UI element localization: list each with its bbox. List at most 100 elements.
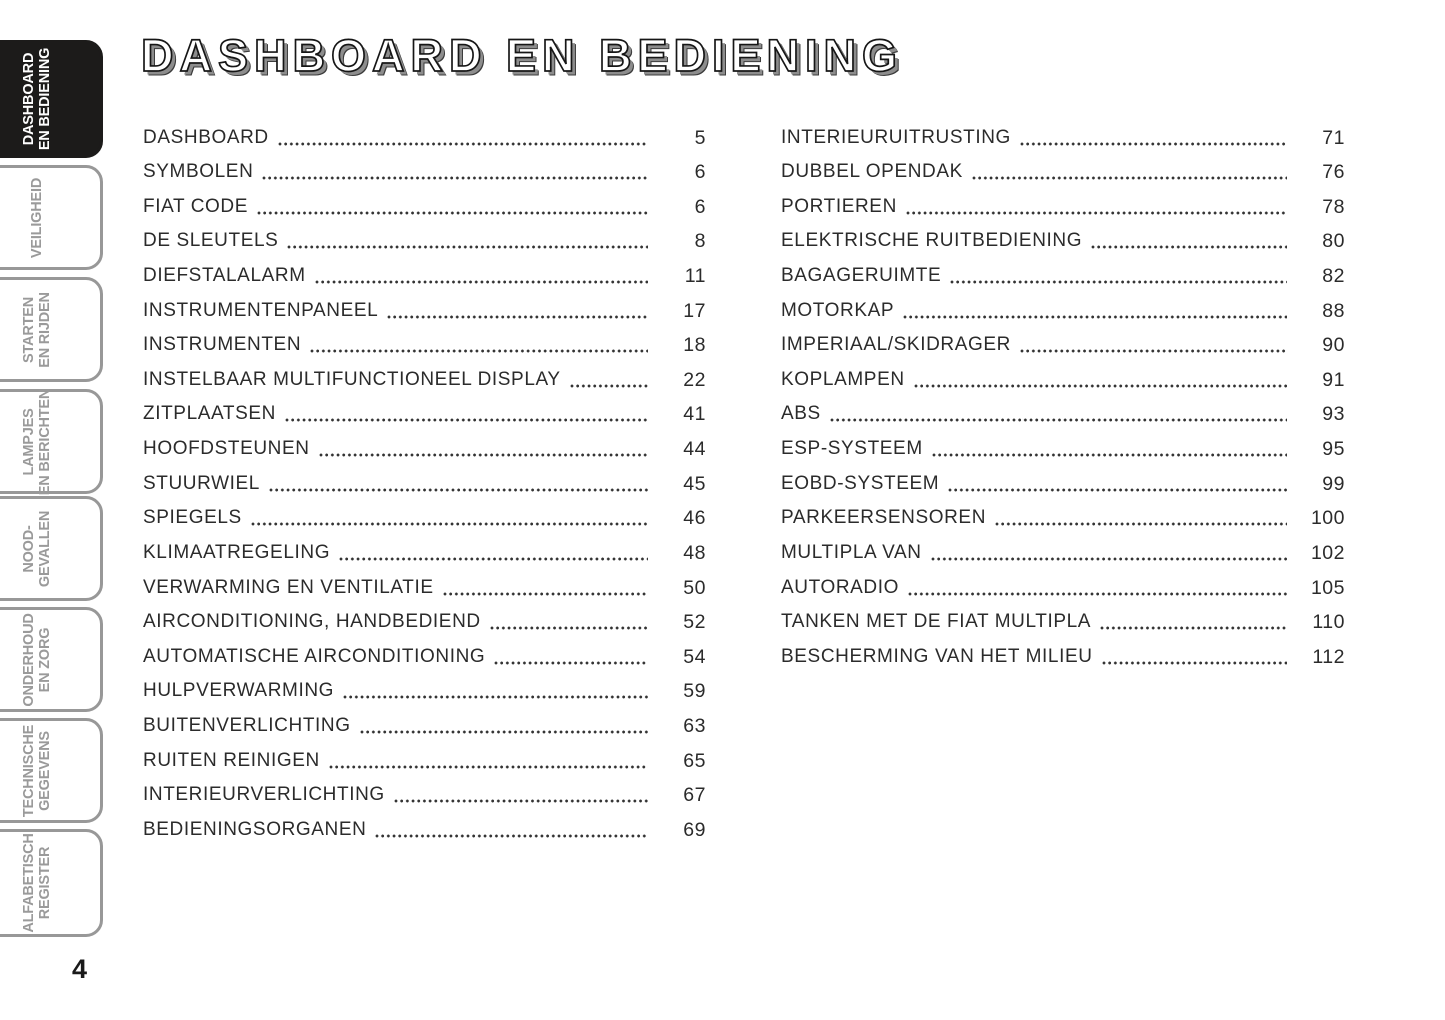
toc-entry-label: STUURWIEL (143, 472, 260, 494)
toc-right-column: INTERIEURUITRUSTING 71 DUBBEL OPENDAK 76 POR… (781, 114, 1345, 668)
dot-leader (250, 522, 648, 527)
toc-entry-label: INTERIEURVERLICHTING (143, 784, 385, 806)
page-number: 4 (72, 954, 88, 984)
toc-left-column: DASHBOARD 5 SYMBOLEN 6 FIAT CODE 6 DE SLEUTELS… (143, 114, 706, 841)
toc-entry-label: INTERIEURUITRUSTING (781, 126, 1011, 148)
toc-entry: SYMBOLEN 6 (143, 149, 706, 184)
toc-entry-page: 82 (1322, 265, 1345, 288)
dot-leader (905, 210, 1287, 215)
dot-leader (442, 591, 648, 596)
sidebar-tab: STARTEN EN RIJDEN (0, 277, 103, 382)
dot-leader (318, 453, 648, 458)
toc-entry: IMPERIAAL/SKIDRAGER 90 (781, 322, 1345, 356)
dot-leader (489, 626, 648, 631)
toc-entry-page: 69 (683, 818, 706, 841)
sidebar-tab: DASHBOARD EN BEDIENING (0, 40, 103, 158)
toc-entry-page: 88 (1322, 299, 1345, 322)
toc-entry-page: 76 (1322, 161, 1345, 184)
toc-entry: AIRCONDITIONING, HANDBEDIEND 52 (143, 599, 706, 634)
dot-leader (339, 556, 648, 561)
toc-entry: EOBD-SYSTEEM 99 (781, 460, 1345, 495)
dot-leader (262, 176, 648, 181)
toc-entry: KLIMAATREGELING 48 (143, 529, 706, 564)
toc-entry-page: 6 (694, 195, 706, 218)
toc-entry-label: IMPERIAAL/SKIDRAGER (781, 334, 1011, 356)
toc-entry-label: ABS (781, 403, 821, 425)
toc-entry: DE SLEUTELS 8 (143, 218, 706, 252)
sidebar-tab-label: ALFABETISCH REGISTER (20, 833, 53, 933)
dot-leader (971, 176, 1287, 181)
toc-entry-label: HULPVERWARMING (143, 680, 335, 702)
toc-entry-page: 95 (1322, 438, 1345, 461)
dot-leader (950, 280, 1287, 285)
toc-entry-label: INSTRUMENTENPANEEL (143, 299, 379, 321)
toc-entry: RUITEN REINIGEN 65 (143, 737, 706, 772)
dot-leader (375, 833, 648, 838)
toc-entry-label: AIRCONDITIONING, HANDBEDIEND (143, 611, 481, 633)
toc-entry: DIEFSTALALARM 11 (143, 252, 706, 287)
dot-leader (903, 314, 1287, 319)
toc-entry-label: BAGAGERUIMTE (781, 265, 942, 287)
toc-entry-page: 45 (683, 472, 706, 495)
toc-entry-page: 78 (1322, 195, 1345, 218)
dot-leader (268, 487, 648, 492)
toc-entry-label: BEDIENINGSORGANEN (143, 818, 367, 840)
toc-entry-label: EOBD-SYSTEEM (781, 472, 940, 494)
toc-entry-page: 18 (683, 334, 706, 357)
dot-leader (908, 591, 1287, 596)
toc-entry-page: 80 (1322, 230, 1345, 253)
dot-leader (1100, 626, 1287, 631)
dot-leader (494, 660, 648, 665)
toc-entry: INSTRUMENTEN 18 (143, 322, 706, 357)
toc-entry-label: DUBBEL OPENDAK (781, 161, 963, 183)
dot-leader (314, 280, 648, 285)
toc-entry-page: 17 (683, 299, 706, 322)
toc-entry-label: BESCHERMING VAN HET MILIEU (781, 645, 1093, 667)
dot-leader (948, 487, 1287, 492)
sidebar-tab: NOOD- GEVALLEN (0, 496, 103, 601)
toc-entry-page: 52 (683, 611, 706, 634)
toc-entry: SPIEGELS 46 (143, 495, 706, 530)
toc-entry-page: 11 (684, 265, 706, 288)
toc-entry: INTERIEURUITRUSTING 71 (781, 114, 1345, 149)
toc-entry-label: ESP-SYSTEEM (781, 438, 923, 460)
toc-entry-label: ELEKTRISCHE RUITBEDIENING (781, 230, 1083, 252)
toc-entry: PARKEERSENSOREN 100 (781, 495, 1345, 529)
toc-entry: TANKEN MET DE FIAT MULTIPLA 110 (781, 599, 1345, 634)
dot-leader (931, 453, 1287, 458)
toc-entry-page: 44 (683, 438, 706, 461)
toc-entry-label: HOOFDSTEUNEN (143, 438, 310, 460)
toc-entry-page: 112 (1312, 645, 1345, 668)
toc-entry-page: 22 (683, 368, 706, 391)
dot-leader (328, 764, 648, 769)
toc-entry-label: INSTRUMENTEN (143, 334, 302, 356)
toc-entry: AUTORADIO 105 (781, 564, 1345, 599)
toc-entry: INTERIEURVERLICHTING 67 (143, 772, 706, 806)
toc-entry-label: AUTORADIO (781, 576, 900, 598)
toc-entry: MOTORKAP 88 (781, 287, 1345, 322)
toc-entry-label: PARKEERSENSOREN (781, 507, 987, 529)
toc-entry-page: 5 (694, 126, 706, 149)
toc-entry: ABS 93 (781, 391, 1345, 426)
toc-entry: HOOFDSTEUNEN 44 (143, 425, 706, 460)
toc-entry-label: ZITPLAATSEN (143, 403, 276, 425)
sidebar-tab: ALFABETISCH REGISTER (0, 829, 103, 937)
toc-entry-label: KLIMAATREGELING (143, 541, 331, 563)
toc-entry-page: 46 (683, 507, 706, 530)
toc-entry-page: 99 (1322, 472, 1345, 495)
toc-entry-page: 93 (1322, 403, 1345, 426)
toc-entry-label: DASHBOARD (143, 126, 269, 148)
toc-entry: DUBBEL OPENDAK 76 (781, 149, 1345, 184)
toc-entry-label: VERWARMING EN VENTILATIE (143, 576, 434, 598)
toc-entry: INSTRUMENTENPANEEL 17 (143, 287, 706, 322)
toc-entry: VERWARMING EN VENTILATIE 50 (143, 564, 706, 599)
toc-entry-page: 6 (694, 161, 706, 184)
toc-entry-page: 50 (683, 576, 706, 599)
toc-entry: ZITPLAATSEN 41 (143, 391, 706, 425)
dot-leader (343, 695, 648, 700)
toc-entry-page: 110 (1312, 611, 1345, 634)
toc-entry-label: DE SLEUTELS (143, 230, 279, 252)
toc-entry-page: 105 (1310, 576, 1345, 599)
toc-entry-label: SPIEGELS (143, 507, 242, 529)
dot-leader (913, 383, 1287, 388)
